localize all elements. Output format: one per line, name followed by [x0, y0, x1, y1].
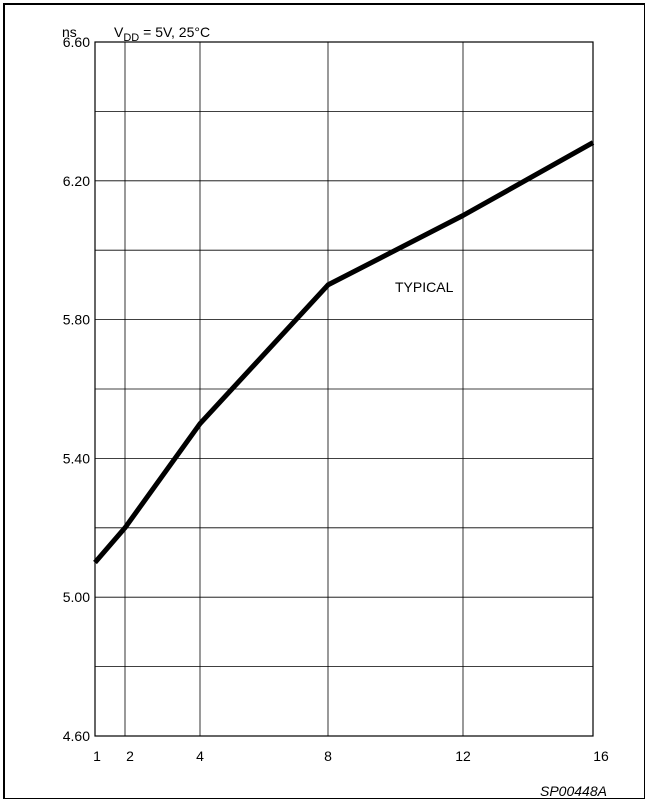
y-tick-label: 5.00 [63, 589, 90, 605]
condition-subscript: DD [123, 32, 139, 44]
x-tick-label: 4 [196, 748, 204, 764]
y-tick-label: 4.60 [63, 728, 90, 744]
x-tick-label: 12 [455, 748, 471, 764]
y-tick-label: 6.60 [63, 34, 90, 50]
grid [94, 41, 594, 737]
series-line-typical [93, 140, 595, 565]
y-tick-label: 5.40 [63, 450, 90, 466]
y-tick-label: 5.80 [63, 312, 90, 328]
x-tick-label: 8 [324, 748, 332, 764]
figure-id: SP00448A [540, 783, 607, 799]
series-layer [93, 140, 595, 565]
y-tick-label: 6.20 [63, 173, 90, 189]
condition-prefix: V [114, 24, 124, 40]
x-tick-label: 16 [593, 748, 609, 764]
y-unit-label: ns [62, 24, 77, 40]
series-annotation: TYPICAL [395, 279, 454, 295]
tick-labels: 1 2 4 8 12 164.605.005.405.806.206.60 [63, 34, 609, 764]
condition-label: VDD = 5V, 25°C [114, 24, 210, 44]
condition-suffix: = 5V, 25°C [139, 24, 210, 40]
x-tick-label: 2 [126, 748, 134, 764]
plot-area-border [94, 41, 594, 737]
figure-frame [3, 3, 645, 799]
x-tick-label: 1 [93, 748, 101, 764]
